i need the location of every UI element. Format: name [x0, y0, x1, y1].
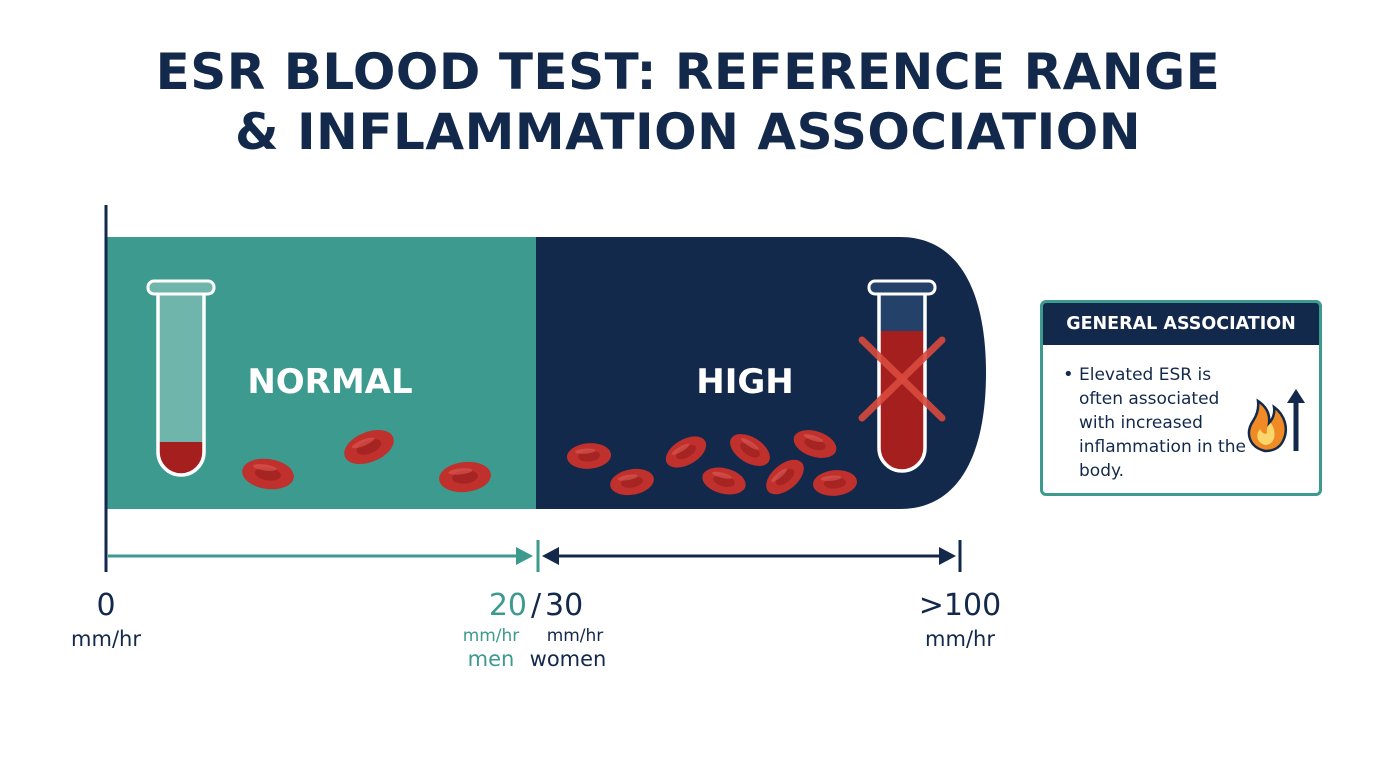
info-card-header: GENERAL ASSOCIATION: [1043, 303, 1319, 345]
threshold-label-women: women: [530, 647, 607, 671]
threshold-unit-men: mm/hr: [463, 626, 520, 646]
normal-test-tube-icon: [146, 279, 216, 477]
high-range-arrow: [542, 547, 956, 565]
normal-range-arrow: [108, 547, 533, 565]
axis-end-value: >100: [919, 588, 1001, 623]
axis-start-value: 0: [96, 588, 115, 623]
normal-zone-label: NORMAL: [247, 362, 412, 402]
threshold-unit-women: mm/hr: [547, 626, 604, 646]
threshold-value-women: 30: [545, 588, 583, 623]
page-title-line-1: ESR BLOOD TEST: REFERENCE RANGE: [155, 43, 1221, 101]
axis-start-unit: mm/hr: [71, 627, 141, 651]
flame-up-arrow-icon: [1247, 389, 1305, 453]
general-association-card: GENERAL ASSOCIATION • Elevated ESR is of…: [1040, 300, 1322, 496]
info-bullet: •: [1063, 364, 1074, 385]
threshold-separator: /: [531, 588, 542, 623]
threshold-label-men: men: [468, 647, 515, 671]
high-range-zone: [536, 237, 986, 509]
info-card-text: Elevated ESR is often associated with in…: [1079, 365, 1246, 481]
high-zone-label: HIGH: [696, 362, 793, 402]
cross-mark-icon: [858, 336, 946, 422]
page-title-line-2: & INFLAMMATION ASSOCIATION: [234, 103, 1142, 161]
threshold-value-men: 20: [489, 588, 527, 623]
axis-end-unit: mm/hr: [925, 627, 995, 651]
